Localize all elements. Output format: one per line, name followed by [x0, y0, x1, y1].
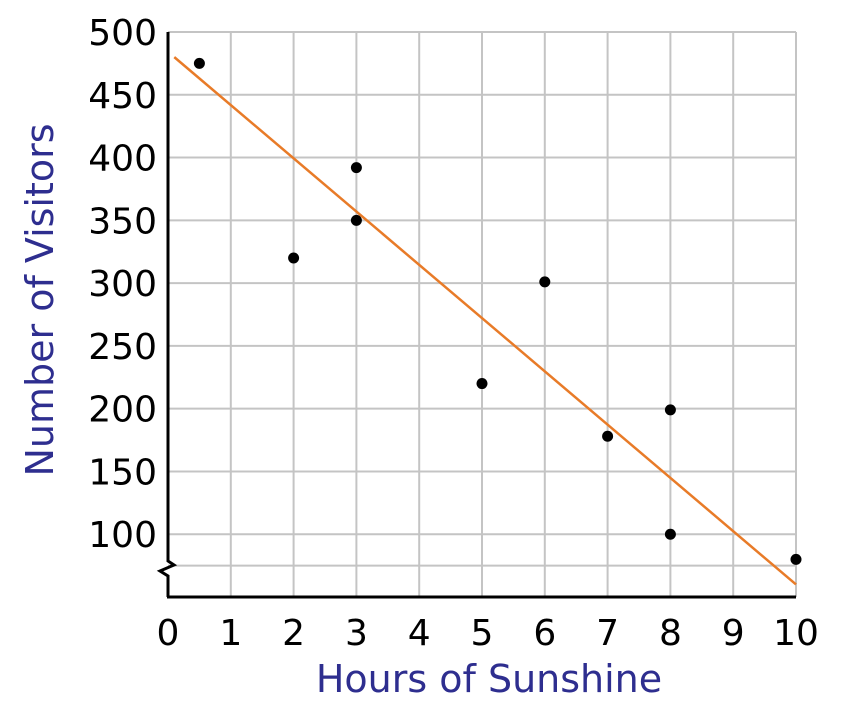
x-tick-label-5: 5 — [471, 613, 494, 654]
data-point-8 — [664, 404, 676, 416]
x-tick-label-7: 7 — [596, 613, 619, 654]
axes — [156, 32, 796, 599]
x-tick-label-6: 6 — [533, 613, 556, 654]
y-tick-label-400: 400 — [88, 139, 157, 180]
x-tick-label-8: 8 — [659, 613, 682, 654]
y-axis-break — [156, 555, 178, 597]
x-tick-label-0: 0 — [157, 613, 180, 654]
trend-line-group — [173, 56, 797, 586]
data-point-2 — [288, 252, 300, 264]
x-tick-label-4: 4 — [408, 613, 431, 654]
trend-line — [173, 56, 797, 586]
y-tick-label-200: 200 — [88, 390, 157, 431]
y-tick-label-350: 350 — [88, 201, 157, 242]
y-tick-label-500: 500 — [88, 13, 157, 54]
x-tick-label-3: 3 — [345, 613, 368, 654]
y-tick-label-250: 250 — [88, 327, 157, 368]
x-tick-label-1: 1 — [219, 613, 242, 654]
grid — [168, 31, 797, 597]
data-points — [193, 57, 802, 565]
x-tick-label-10: 10 — [773, 613, 819, 654]
data-point-4 — [350, 214, 362, 226]
y-tick-label-150: 150 — [88, 452, 157, 493]
x-tick-label-9: 9 — [722, 613, 745, 654]
y-axis-title: Number of Visitors — [18, 123, 62, 476]
y-tick-label-100: 100 — [88, 515, 157, 556]
tick-labels: 0 1 2 3 4 5 6 7 8 9 10 100 150 200 250 300 350 400 450 500 — [88, 13, 819, 654]
x-axis-title: Hours of Sunshine — [316, 657, 662, 701]
data-point-3 — [350, 162, 362, 174]
data-point-9 — [664, 528, 676, 540]
data-point-5 — [476, 378, 488, 390]
y-tick-label-300: 300 — [88, 264, 157, 305]
data-point-10 — [790, 553, 802, 565]
data-point-6 — [539, 276, 551, 288]
x-tick-label-2: 2 — [282, 613, 305, 654]
data-point-1 — [193, 57, 205, 69]
data-point-7 — [602, 430, 614, 442]
y-tick-label-450: 450 — [88, 76, 157, 117]
